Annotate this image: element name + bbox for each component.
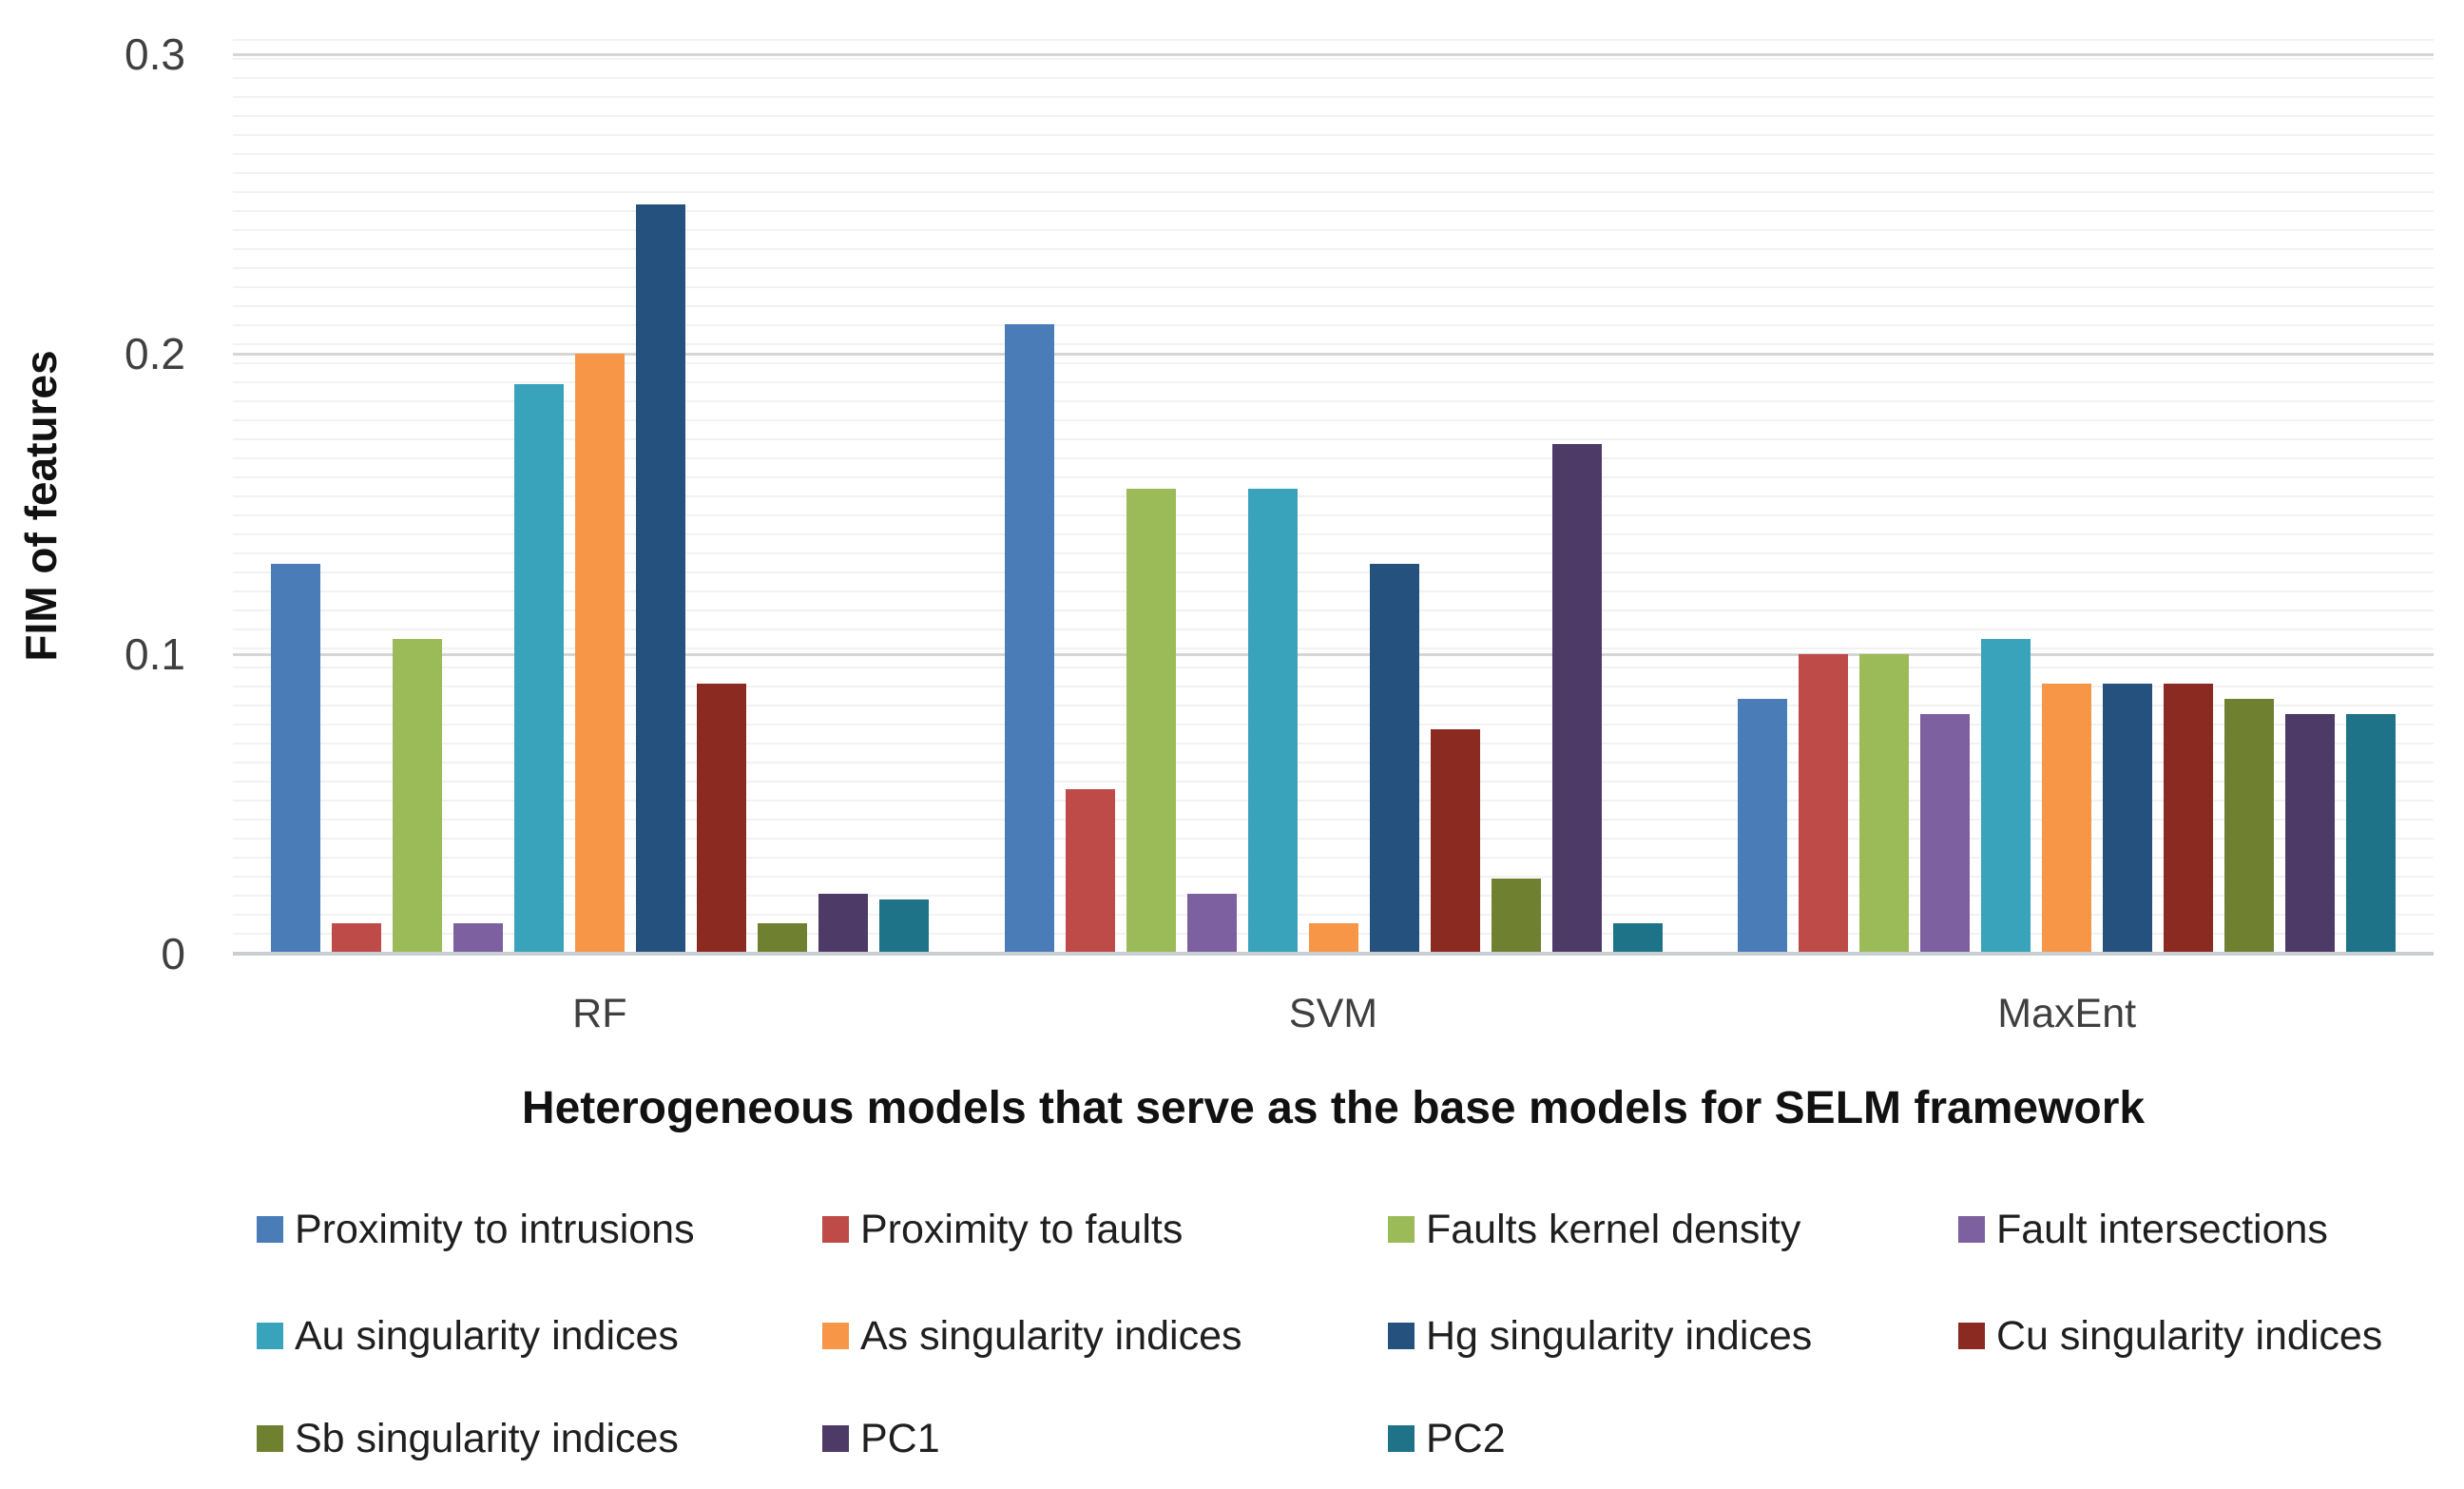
legend-item: Faults kernel density [1388,1201,1800,1258]
bar [2285,714,2336,954]
legend-swatch-icon [1388,1216,1415,1243]
legend-swatch-icon [1958,1323,1985,1349]
legend-item: Fault intersections [1958,1201,2328,1258]
bar [1430,729,1480,954]
legend-label: As singularity indices [860,1312,1242,1359]
bar [818,894,868,954]
category-label-svm: SVM [1288,991,1378,1036]
legend-swatch-icon [822,1425,849,1452]
bar [2224,699,2275,954]
bar [696,684,746,954]
bar [1551,444,1602,954]
legend-item: Proximity to faults [822,1201,1183,1258]
legend-item: Au singularity indices [257,1307,679,1364]
x-axis-title: Heterogeneous models that serve as the b… [521,1083,2146,1133]
bar [1247,489,1298,954]
bar [2346,714,2397,954]
legend-swatch-icon [1388,1323,1415,1349]
bar [270,564,320,954]
bar [635,204,685,954]
category-axis: RF SVM MaxEnt [233,991,2434,1037]
bar-group-maxent [1700,31,2434,954]
legend-swatch-icon [822,1216,849,1243]
bar [392,639,442,954]
bar [1920,714,1971,954]
bar [2103,684,2153,954]
legend: Proximity to intrusions Proximity to faul… [247,1184,2453,1488]
legend-item: Cu singularity indices [1958,1307,2382,1364]
legend-item: As singularity indices [822,1307,1242,1364]
legend-swatch-icon [1388,1425,1415,1452]
legend-item: PC1 [822,1410,940,1467]
gridline-0.2 [233,353,2434,356]
legend-swatch-icon [1958,1216,1985,1243]
bar-group-svm [967,31,1701,954]
bar [1308,923,1358,954]
category-label-maxent: MaxEnt [1997,991,2137,1036]
bar [878,899,929,954]
y-axis-title: FIM of features [16,350,66,662]
bar [1799,654,1849,954]
bar [2164,684,2214,954]
gridline-0.1 [233,653,2434,656]
bar [1065,789,1115,954]
legend-label: Proximity to intrusions [295,1206,695,1252]
y-tick-label: 0.1 [125,629,185,679]
y-tick-label: 0.2 [125,329,185,378]
bar [1612,923,1663,954]
legend-label: Fault intersections [1996,1206,2328,1252]
legend-label: Proximity to faults [860,1206,1184,1252]
bar [1004,324,1054,954]
legend-swatch-icon [822,1323,849,1349]
bar [452,923,503,954]
legend-item: Sb singularity indices [257,1410,679,1467]
legend-label: Au singularity indices [295,1312,679,1359]
legend-item: Proximity to intrusions [257,1201,695,1258]
bar-group-rf [233,31,967,954]
bar [513,384,564,954]
legend-label: PC1 [860,1415,940,1461]
legend-label: Faults kernel density [1426,1206,1801,1252]
legend-item: Hg singularity indices [1388,1307,1812,1364]
bar [757,923,807,954]
bar [1859,654,1910,954]
bar [1369,564,1419,954]
legend-swatch-icon [257,1425,283,1452]
x-axis-line [233,952,2434,956]
bar [331,923,381,954]
legend-item: PC2 [1388,1410,1506,1467]
bar [2042,684,2092,954]
legend-label: PC2 [1426,1415,1506,1461]
legend-swatch-icon [257,1216,283,1243]
bar [574,354,625,954]
legend-label: Sb singularity indices [295,1415,679,1461]
legend-swatch-icon [257,1323,283,1349]
bar [1186,894,1237,954]
bar-groups [233,31,2434,954]
gridline-0.3 [233,53,2434,56]
legend-label: Cu singularity indices [1996,1312,2383,1359]
plot-area [233,31,2434,954]
category-label-rf: RF [572,991,627,1036]
legend-label: Hg singularity indices [1426,1312,1813,1359]
bar [1126,489,1176,954]
bar [1738,699,1788,954]
y-tick-label: 0 [161,929,185,978]
bar [1491,879,1541,954]
bar [1981,639,2031,954]
y-tick-label: 0.3 [125,29,185,79]
